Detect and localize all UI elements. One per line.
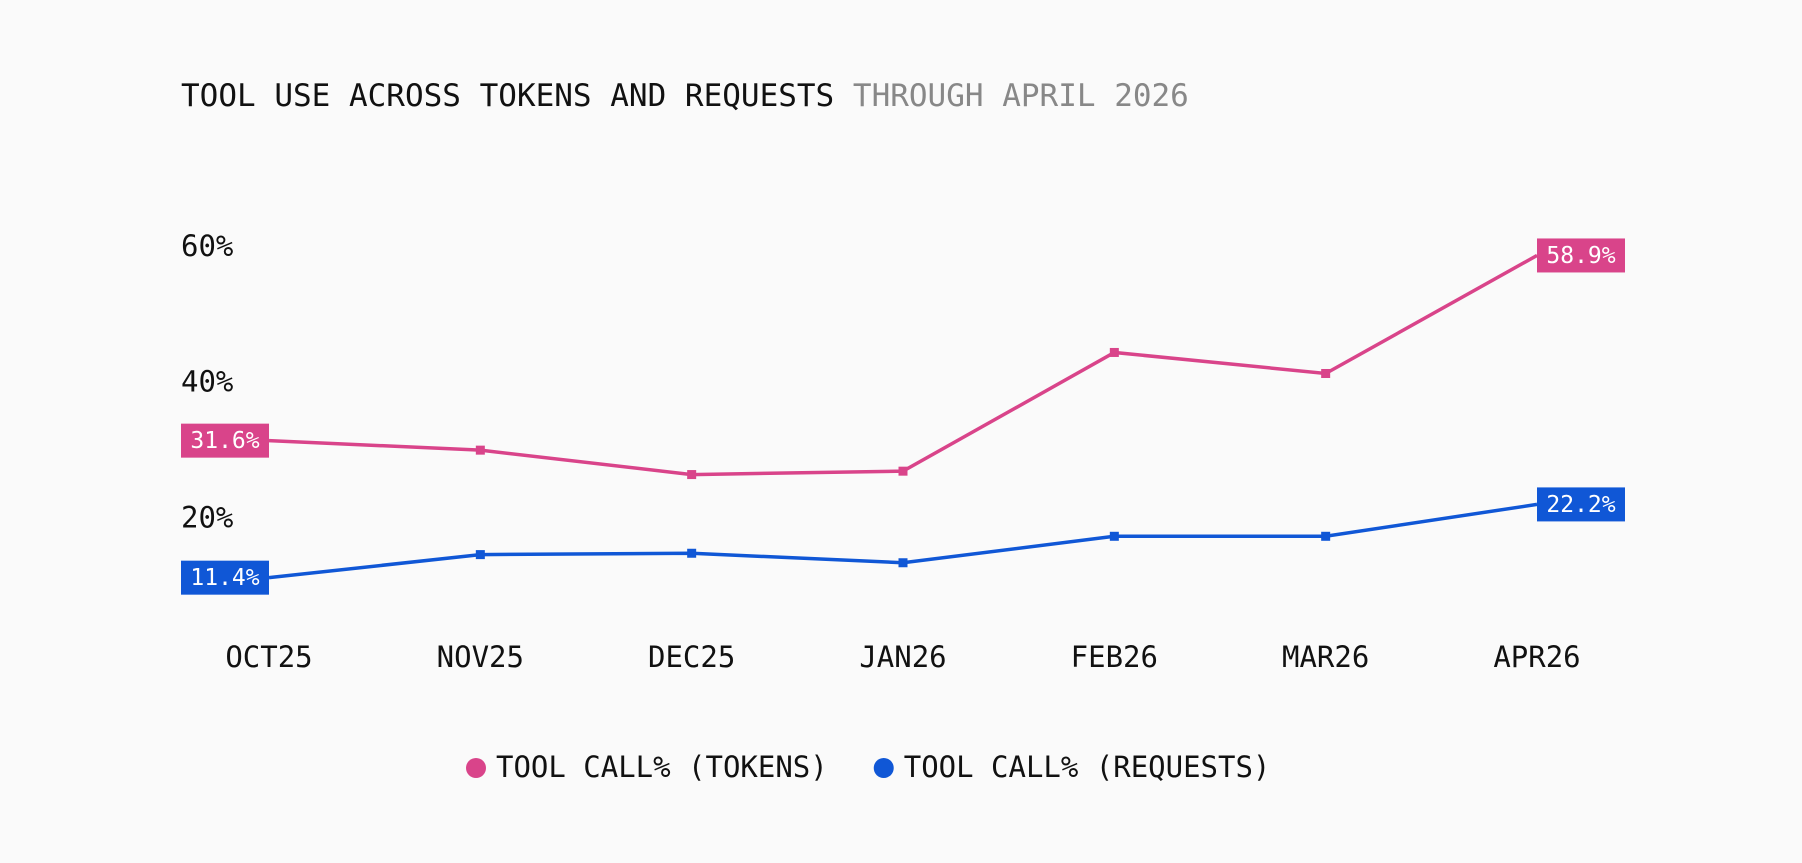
point-marker bbox=[898, 466, 908, 476]
x-tick-label: DEC25 bbox=[648, 640, 735, 674]
value-label-box bbox=[1537, 238, 1625, 273]
point-marker bbox=[475, 550, 485, 560]
value-label-box bbox=[181, 560, 269, 595]
point-marker bbox=[687, 470, 697, 480]
value-label-text: 58.9% bbox=[1546, 243, 1615, 269]
point-marker bbox=[1109, 347, 1119, 357]
y-tick-label: 40% bbox=[181, 365, 233, 399]
value-label-box bbox=[1537, 487, 1625, 522]
chart-title: TOOL USE ACROSS TOKENS AND REQUESTS bbox=[181, 78, 834, 114]
value-label-text: 22.2% bbox=[1546, 492, 1615, 518]
legend-label: TOOL CALL% (TOKENS) bbox=[496, 750, 828, 784]
x-tick-label: APR26 bbox=[1493, 640, 1580, 674]
value-label-text: 31.6% bbox=[190, 428, 259, 454]
point-marker bbox=[1321, 368, 1331, 378]
x-tick-label: MAR26 bbox=[1282, 640, 1369, 674]
x-tick-label: JAN26 bbox=[859, 640, 946, 674]
legend-label: TOOL CALL% (REQUESTS) bbox=[904, 750, 1271, 784]
x-tick-label: OCT25 bbox=[225, 640, 312, 674]
point-marker bbox=[687, 548, 697, 558]
value-label: 31.6% bbox=[181, 423, 269, 458]
value-label: 58.9% bbox=[1537, 238, 1625, 273]
chart-subtitle: THROUGH APRIL 2026 bbox=[853, 78, 1189, 114]
legend: TOOL CALL% (TOKENS) TOOL CALL% (REQUESTS) bbox=[466, 750, 1270, 784]
legend-swatch bbox=[873, 758, 894, 778]
value-label: 22.2% bbox=[1537, 487, 1625, 522]
legend-swatch bbox=[466, 758, 486, 778]
value-label-box bbox=[181, 423, 269, 458]
point-marker bbox=[898, 558, 908, 568]
y-tick-label: 60% bbox=[181, 229, 233, 263]
x-tick-label: NOV25 bbox=[437, 640, 524, 674]
series-line bbox=[268, 253, 1538, 477]
chart-title-line: TOOL USE ACROSS TOKENS AND REQUESTS THRO… bbox=[181, 78, 1189, 114]
value-label-text: 11.4% bbox=[190, 565, 259, 591]
value-label: 11.4% bbox=[181, 560, 269, 595]
point-marker bbox=[475, 445, 485, 455]
y-tick-label: 20% bbox=[181, 500, 233, 534]
x-tick-label: FEB26 bbox=[1071, 640, 1158, 674]
point-marker bbox=[1321, 531, 1331, 541]
point-marker bbox=[1109, 531, 1119, 541]
